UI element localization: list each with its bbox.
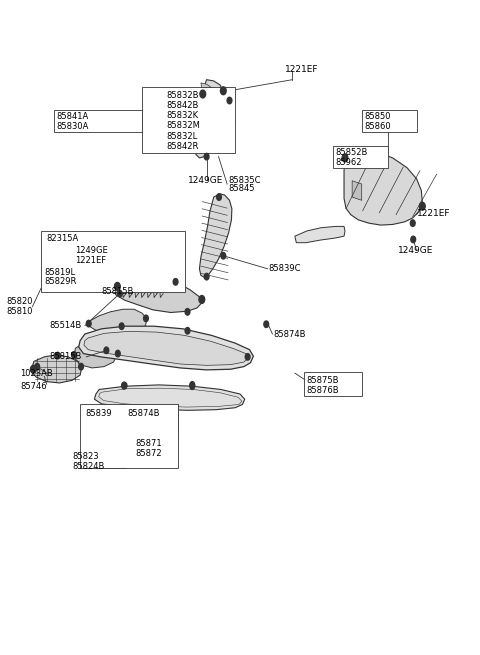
Circle shape [420,203,425,210]
Circle shape [144,315,148,322]
Polygon shape [344,151,422,225]
Circle shape [420,202,425,210]
Polygon shape [195,80,227,158]
Text: 85860: 85860 [364,122,391,131]
Circle shape [35,364,39,370]
Circle shape [72,352,76,358]
Text: 1249GE: 1249GE [397,246,433,255]
Text: 85842B: 85842B [166,102,198,110]
Circle shape [116,350,120,357]
Circle shape [185,328,190,334]
Text: 1249GE: 1249GE [188,176,223,185]
Circle shape [221,252,226,259]
Text: 85839C: 85839C [269,265,301,273]
Circle shape [342,154,348,162]
Bar [41,231,185,291]
Text: 85810: 85810 [6,307,33,316]
Text: 85839: 85839 [85,409,111,418]
Circle shape [55,352,60,359]
Circle shape [104,347,109,354]
Text: 85819L: 85819L [44,267,75,276]
Text: 85514B: 85514B [49,321,82,330]
Circle shape [122,383,127,389]
Text: 85850: 85850 [364,112,391,121]
Text: 85832M: 85832M [166,121,200,130]
Circle shape [115,283,120,290]
Bar [80,404,178,468]
Text: 85820: 85820 [6,297,33,306]
Circle shape [121,383,126,389]
Circle shape [220,87,226,95]
Text: 85815B: 85815B [49,352,82,362]
Polygon shape [88,309,147,335]
Bar [333,146,388,168]
Text: 85841A: 85841A [56,112,88,121]
Circle shape [119,323,124,329]
Circle shape [199,295,204,303]
Circle shape [411,236,416,243]
Text: 1221EF: 1221EF [75,256,107,265]
Text: 85832K: 85832K [166,111,198,120]
Circle shape [410,220,415,227]
Text: 1249GE: 1249GE [75,246,108,255]
Text: 85871: 85871 [135,439,162,448]
Text: 85823: 85823 [72,452,99,461]
Circle shape [117,290,122,297]
Text: 85875B: 85875B [307,377,339,386]
Text: 85842R: 85842R [166,141,198,151]
Circle shape [204,273,209,280]
Text: 85824B: 85824B [72,462,104,471]
Bar [304,372,362,396]
Polygon shape [95,385,245,410]
Circle shape [190,382,195,388]
Circle shape [227,97,232,103]
Circle shape [245,354,250,360]
Circle shape [204,153,209,160]
Text: 85832L: 85832L [166,132,197,141]
Text: 1221EF: 1221EF [417,209,450,218]
Circle shape [264,321,269,328]
Bar [362,110,417,132]
Circle shape [173,278,178,285]
Circle shape [185,309,190,315]
Polygon shape [199,83,217,148]
Text: 85876B: 85876B [307,386,339,395]
Polygon shape [199,194,232,277]
Text: 85829R: 85829R [44,277,77,286]
Circle shape [115,282,120,290]
Text: 85830A: 85830A [56,122,89,131]
Circle shape [190,383,195,390]
Text: 85845: 85845 [228,184,254,193]
Polygon shape [217,102,227,115]
Text: 85746: 85746 [21,382,47,390]
Polygon shape [31,355,82,383]
Text: 85815B: 85815B [102,287,134,296]
Text: 85874B: 85874B [128,409,160,418]
Polygon shape [114,275,202,312]
Text: 85852B: 85852B [336,148,368,157]
Text: 82315A: 82315A [47,234,79,242]
Text: 85874B: 85874B [274,329,306,339]
Bar [54,110,142,132]
Text: 1023AB: 1023AB [21,369,53,378]
Text: 85872: 85872 [135,449,162,458]
Polygon shape [84,331,248,365]
Text: 1221EF: 1221EF [285,66,319,75]
Text: 85962: 85962 [336,158,362,167]
Circle shape [200,90,205,98]
Circle shape [31,365,36,373]
Text: 85835C: 85835C [228,176,261,185]
Circle shape [216,194,221,200]
Polygon shape [352,181,362,200]
Polygon shape [79,326,253,370]
Circle shape [79,364,84,370]
Polygon shape [74,339,117,368]
Bar [142,88,235,153]
Circle shape [86,320,91,327]
Polygon shape [295,227,345,243]
Text: 85832B: 85832B [166,92,199,100]
